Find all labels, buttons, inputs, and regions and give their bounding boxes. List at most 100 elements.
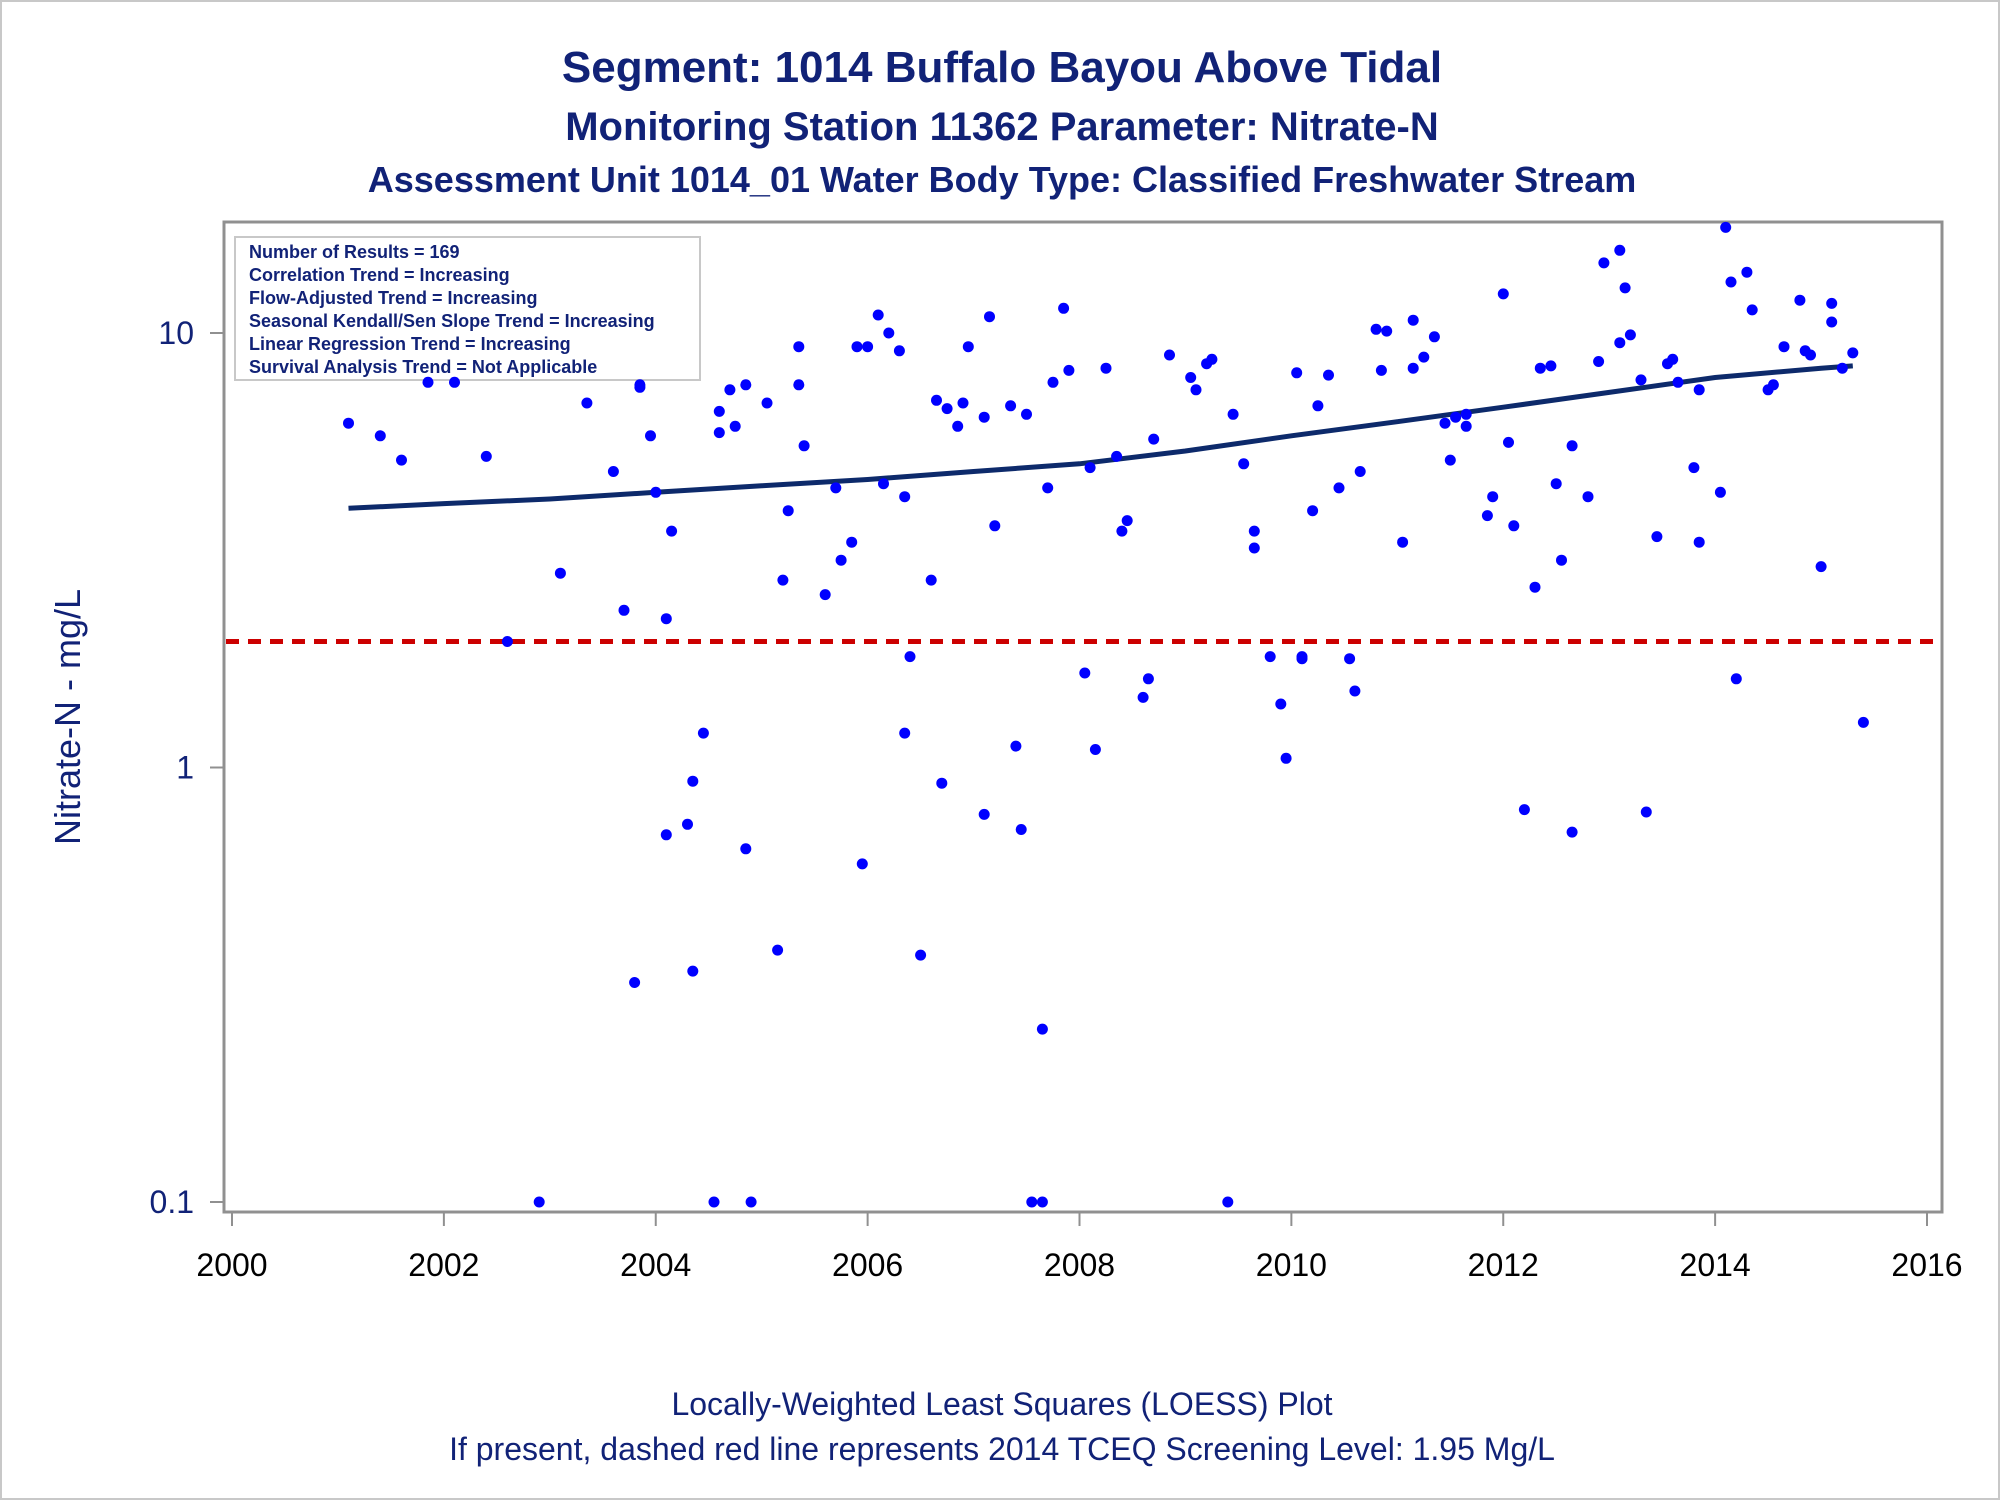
- data-point: [1142, 673, 1154, 685]
- data-point: [893, 345, 905, 357]
- data-point: [925, 574, 937, 586]
- data-point: [1333, 482, 1345, 494]
- data-point: [634, 381, 646, 393]
- data-point: [1439, 417, 1451, 429]
- data-point: [1508, 520, 1520, 532]
- data-point: [1826, 297, 1838, 309]
- data-point: [957, 397, 969, 409]
- y-tick-label: 1: [176, 750, 194, 786]
- points-group: [343, 221, 1869, 1208]
- data-point: [1323, 369, 1334, 381]
- data-point: [1693, 384, 1705, 396]
- data-point: [1566, 826, 1578, 838]
- data-point: [978, 808, 990, 820]
- data-point: [1407, 362, 1419, 374]
- data-point: [1651, 531, 1663, 543]
- data-point: [1481, 510, 1493, 522]
- data-point: [1063, 364, 1075, 376]
- data-point: [1190, 384, 1202, 396]
- data-point: [708, 1196, 720, 1208]
- data-point: [1042, 482, 1054, 494]
- data-point: [856, 858, 868, 870]
- data-point: [660, 613, 672, 625]
- data-point: [798, 440, 810, 452]
- data-point: [1137, 691, 1149, 703]
- data-point: [1836, 362, 1848, 374]
- data-point: [1015, 824, 1027, 835]
- x-tick-label: 2006: [832, 1247, 903, 1283]
- data-point: [422, 376, 434, 388]
- x-tick-label: 2002: [408, 1247, 479, 1283]
- data-point: [1121, 515, 1133, 527]
- data-point: [713, 405, 725, 417]
- data-point: [782, 505, 794, 517]
- data-point: [1084, 462, 1096, 474]
- data-point: [1778, 341, 1790, 353]
- data-point: [1185, 372, 1197, 383]
- y-tick-label: 0.1: [150, 1184, 194, 1220]
- data-point: [899, 727, 911, 739]
- data-point: [777, 574, 789, 586]
- data-point: [1370, 323, 1382, 335]
- data-point: [1688, 462, 1700, 474]
- data-point: [607, 466, 619, 477]
- data-point: [581, 397, 593, 409]
- data-point: [1518, 804, 1530, 816]
- x-tick-label: 2012: [1468, 1247, 1539, 1283]
- data-point: [533, 1196, 545, 1208]
- data-point: [1624, 329, 1636, 341]
- data-point: [480, 450, 492, 462]
- stats-line: Seasonal Kendall/Sen Slope Trend = Incre…: [249, 311, 655, 331]
- data-point: [724, 384, 736, 396]
- x-tick-label: 2014: [1680, 1247, 1751, 1283]
- data-point: [1794, 294, 1806, 306]
- data-point: [1164, 349, 1175, 361]
- data-point: [740, 843, 752, 855]
- x-tick-label: 2004: [620, 1247, 691, 1283]
- data-point: [952, 420, 964, 432]
- data-point: [904, 651, 916, 663]
- data-point: [819, 589, 831, 601]
- data-point: [1312, 400, 1324, 412]
- data-point: [1730, 673, 1742, 685]
- data-point: [501, 636, 513, 647]
- data-point: [1026, 1196, 1038, 1208]
- data-point: [962, 341, 974, 353]
- data-point: [761, 397, 773, 409]
- data-point: [1450, 411, 1462, 423]
- data-point: [1741, 266, 1753, 278]
- data-point: [1720, 221, 1732, 233]
- data-point: [729, 420, 741, 432]
- footer-line-1: Locally-Weighted Least Squares (LOESS) P…: [671, 1386, 1332, 1422]
- data-point: [989, 520, 1001, 532]
- x-tick-label: 2000: [196, 1247, 267, 1283]
- stats-line: Number of Results = 169: [249, 242, 460, 262]
- data-point: [846, 536, 858, 548]
- stats-line: Survival Analysis Trend = Not Applicable: [249, 357, 597, 377]
- data-point: [772, 944, 784, 956]
- axes: 2000 2002 2004 2006 2008 2010 2012 2014 2016 0.1 1…: [150, 315, 1963, 1283]
- data-point: [1550, 478, 1562, 490]
- data-point: [862, 341, 874, 353]
- data-point: [1534, 362, 1546, 374]
- data-point: [396, 454, 407, 466]
- x-tick-label: 2016: [1891, 1247, 1962, 1283]
- data-point: [697, 727, 709, 739]
- x-tick-label: 2010: [1256, 1247, 1327, 1283]
- data-point: [1397, 536, 1409, 548]
- data-point: [1010, 740, 1022, 752]
- data-point: [1222, 1196, 1234, 1208]
- data-point: [872, 309, 884, 321]
- trend-group: [348, 363, 1853, 511]
- data-point: [1725, 276, 1737, 288]
- data-point: [687, 775, 699, 787]
- data-point: [1444, 454, 1456, 466]
- data-point: [745, 1196, 757, 1208]
- data-point: [1079, 667, 1091, 679]
- data-point: [1344, 653, 1356, 665]
- data-point: [740, 379, 752, 391]
- data-point: [343, 417, 354, 429]
- data-point: [1089, 744, 1101, 755]
- data-point: [915, 949, 927, 961]
- data-point: [931, 394, 942, 406]
